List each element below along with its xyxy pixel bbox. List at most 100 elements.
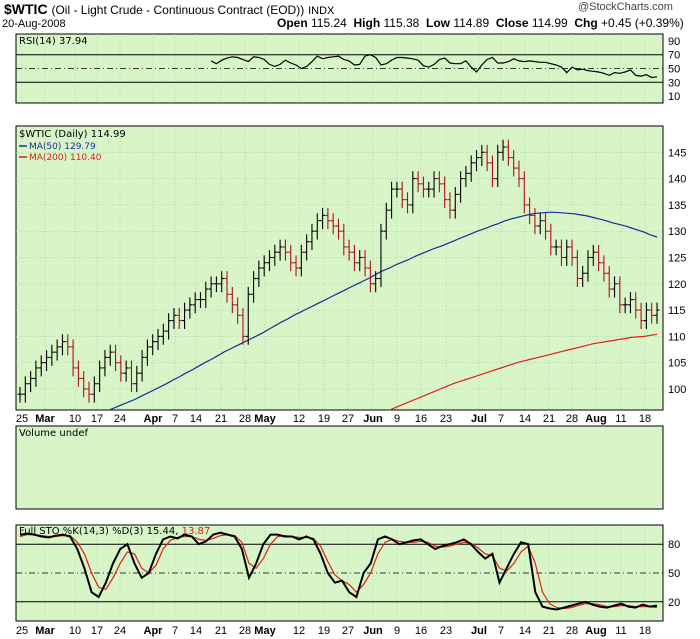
ohlc-bar xyxy=(102,350,108,377)
ohlc-bar xyxy=(166,313,172,340)
high-value: 115.38 xyxy=(383,16,420,30)
ohlc-bar xyxy=(320,208,326,230)
close-value: 114.99 xyxy=(531,16,568,30)
x-tick-label: 17 xyxy=(91,413,103,425)
symbol-label: $WTIC xyxy=(4,1,48,17)
ohlc-bar xyxy=(521,171,527,214)
close-label: Close xyxy=(495,16,529,30)
ohlc-bar xyxy=(643,302,649,330)
x-tick-label: Jun xyxy=(363,413,383,425)
x-tick-label: 19 xyxy=(318,625,330,637)
ohlc-bar xyxy=(293,255,299,277)
x-tick-label: Apr xyxy=(144,625,164,637)
volume-label: Volume undef xyxy=(19,428,89,439)
ohlc-bar xyxy=(44,350,50,372)
low-value: 114.89 xyxy=(453,16,490,30)
ohlc-bar xyxy=(33,360,39,387)
ohlc-bar xyxy=(394,181,400,198)
ohlc-bar xyxy=(304,234,310,261)
ohlc-bar xyxy=(229,286,235,314)
x-tick-label: 16 xyxy=(415,625,427,637)
ohlc-bar xyxy=(612,276,618,298)
ohlc-bar xyxy=(415,171,421,193)
ohlc-bar xyxy=(585,250,591,282)
ohlc-bar xyxy=(155,329,161,351)
stochastic-y-tick-label: 20 xyxy=(668,597,680,609)
ohlc-bar xyxy=(606,265,612,298)
x-tick-label: 28 xyxy=(239,625,251,637)
ohlc-bar xyxy=(383,202,389,240)
ohlc-bar xyxy=(495,144,501,188)
ohlc-bar xyxy=(197,292,203,308)
ohlc-bar xyxy=(325,208,331,230)
ohlc-bar xyxy=(150,334,156,356)
price-y-tick-label: 135 xyxy=(668,200,686,212)
ohlc-bar xyxy=(113,344,119,372)
ohlc-summary: Open 115.24 High 115.38 Low 114.89 Close… xyxy=(277,16,684,30)
x-tick-label: 16 xyxy=(415,413,427,425)
price-label: $WTIC (Daily) 114.99 xyxy=(19,129,126,140)
ohlc-bar xyxy=(144,339,150,366)
chg-label: Chg xyxy=(574,16,598,30)
ohlc-bar xyxy=(171,307,177,330)
x-tick-label: 19 xyxy=(318,413,330,425)
x-tick-label: 28 xyxy=(566,413,578,425)
price-y-tick-label: 130 xyxy=(668,226,686,238)
ohlc-bar xyxy=(240,307,246,345)
x-tick-label: 12 xyxy=(293,625,305,637)
ohlc-bar xyxy=(298,244,304,277)
x-tick-label: 7 xyxy=(172,625,178,637)
ohlc-bar xyxy=(580,265,586,287)
ohlc-bar xyxy=(558,239,564,266)
x-tick-label: 23 xyxy=(440,625,452,637)
ohlc-bar xyxy=(564,239,570,266)
exchange-label: INDX xyxy=(308,5,335,17)
ohlc-bar xyxy=(330,213,336,235)
price-y-tick-label: 125 xyxy=(668,252,686,264)
ohlc-bar xyxy=(81,371,87,398)
ohlc-bar xyxy=(75,360,81,387)
ohlc-bar xyxy=(654,302,660,324)
ohlc-bar xyxy=(65,334,71,356)
price-y-tick-label: 100 xyxy=(668,384,686,396)
ohlc-bar xyxy=(70,339,76,377)
ohlc-bar xyxy=(590,244,596,266)
rsi-y-tick-label: 30 xyxy=(668,77,680,89)
x-tick-label: Jun xyxy=(363,625,383,637)
ohlc-bar xyxy=(489,155,495,188)
ohlc-bar xyxy=(574,250,580,287)
x-tick-label: 21 xyxy=(215,625,227,637)
chg-value: +0.45 (+0.39%) xyxy=(601,16,684,30)
x-tick-label: 21 xyxy=(215,413,227,425)
x-tick-label: 24 xyxy=(114,413,126,425)
ohlc-bar xyxy=(49,344,55,366)
ohlc-bar xyxy=(399,181,405,209)
x-tick-label: 28 xyxy=(239,413,251,425)
ohlc-bar xyxy=(128,360,134,393)
price-y-tick-label: 110 xyxy=(668,331,686,343)
low-label: Low xyxy=(426,16,450,30)
ohlc-bar xyxy=(22,376,28,403)
ohlc-bar xyxy=(266,250,272,272)
price-y-tick-label: 140 xyxy=(668,174,686,186)
rsi-y-tick-label: 50 xyxy=(668,64,680,76)
price-y-tick-label: 120 xyxy=(668,279,686,291)
rsi-label: RSI(14) 37.94 xyxy=(19,36,88,47)
ohlc-bar xyxy=(314,213,320,240)
ohlc-bar xyxy=(516,160,522,188)
rsi-y-tick-label: 90 xyxy=(668,36,680,48)
legend-entry: MA(50) 129.79 xyxy=(29,142,96,152)
x-tick-label: Aug xyxy=(585,625,606,637)
ohlc-bar xyxy=(235,297,241,324)
price-y-tick-label: 145 xyxy=(668,147,686,159)
ohlc-bar xyxy=(277,239,283,261)
ohlc-bar xyxy=(484,144,490,172)
x-tick-label: 7 xyxy=(498,413,504,425)
ohlc-bar xyxy=(123,360,129,382)
x-tick-label: 27 xyxy=(342,413,354,425)
ohlc-bar xyxy=(548,223,554,256)
ohlc-bar xyxy=(468,155,474,182)
stochastic-d-value: 13.87 xyxy=(178,526,210,537)
x-tick-label: 17 xyxy=(91,625,103,637)
ohlc-bar xyxy=(638,302,644,330)
